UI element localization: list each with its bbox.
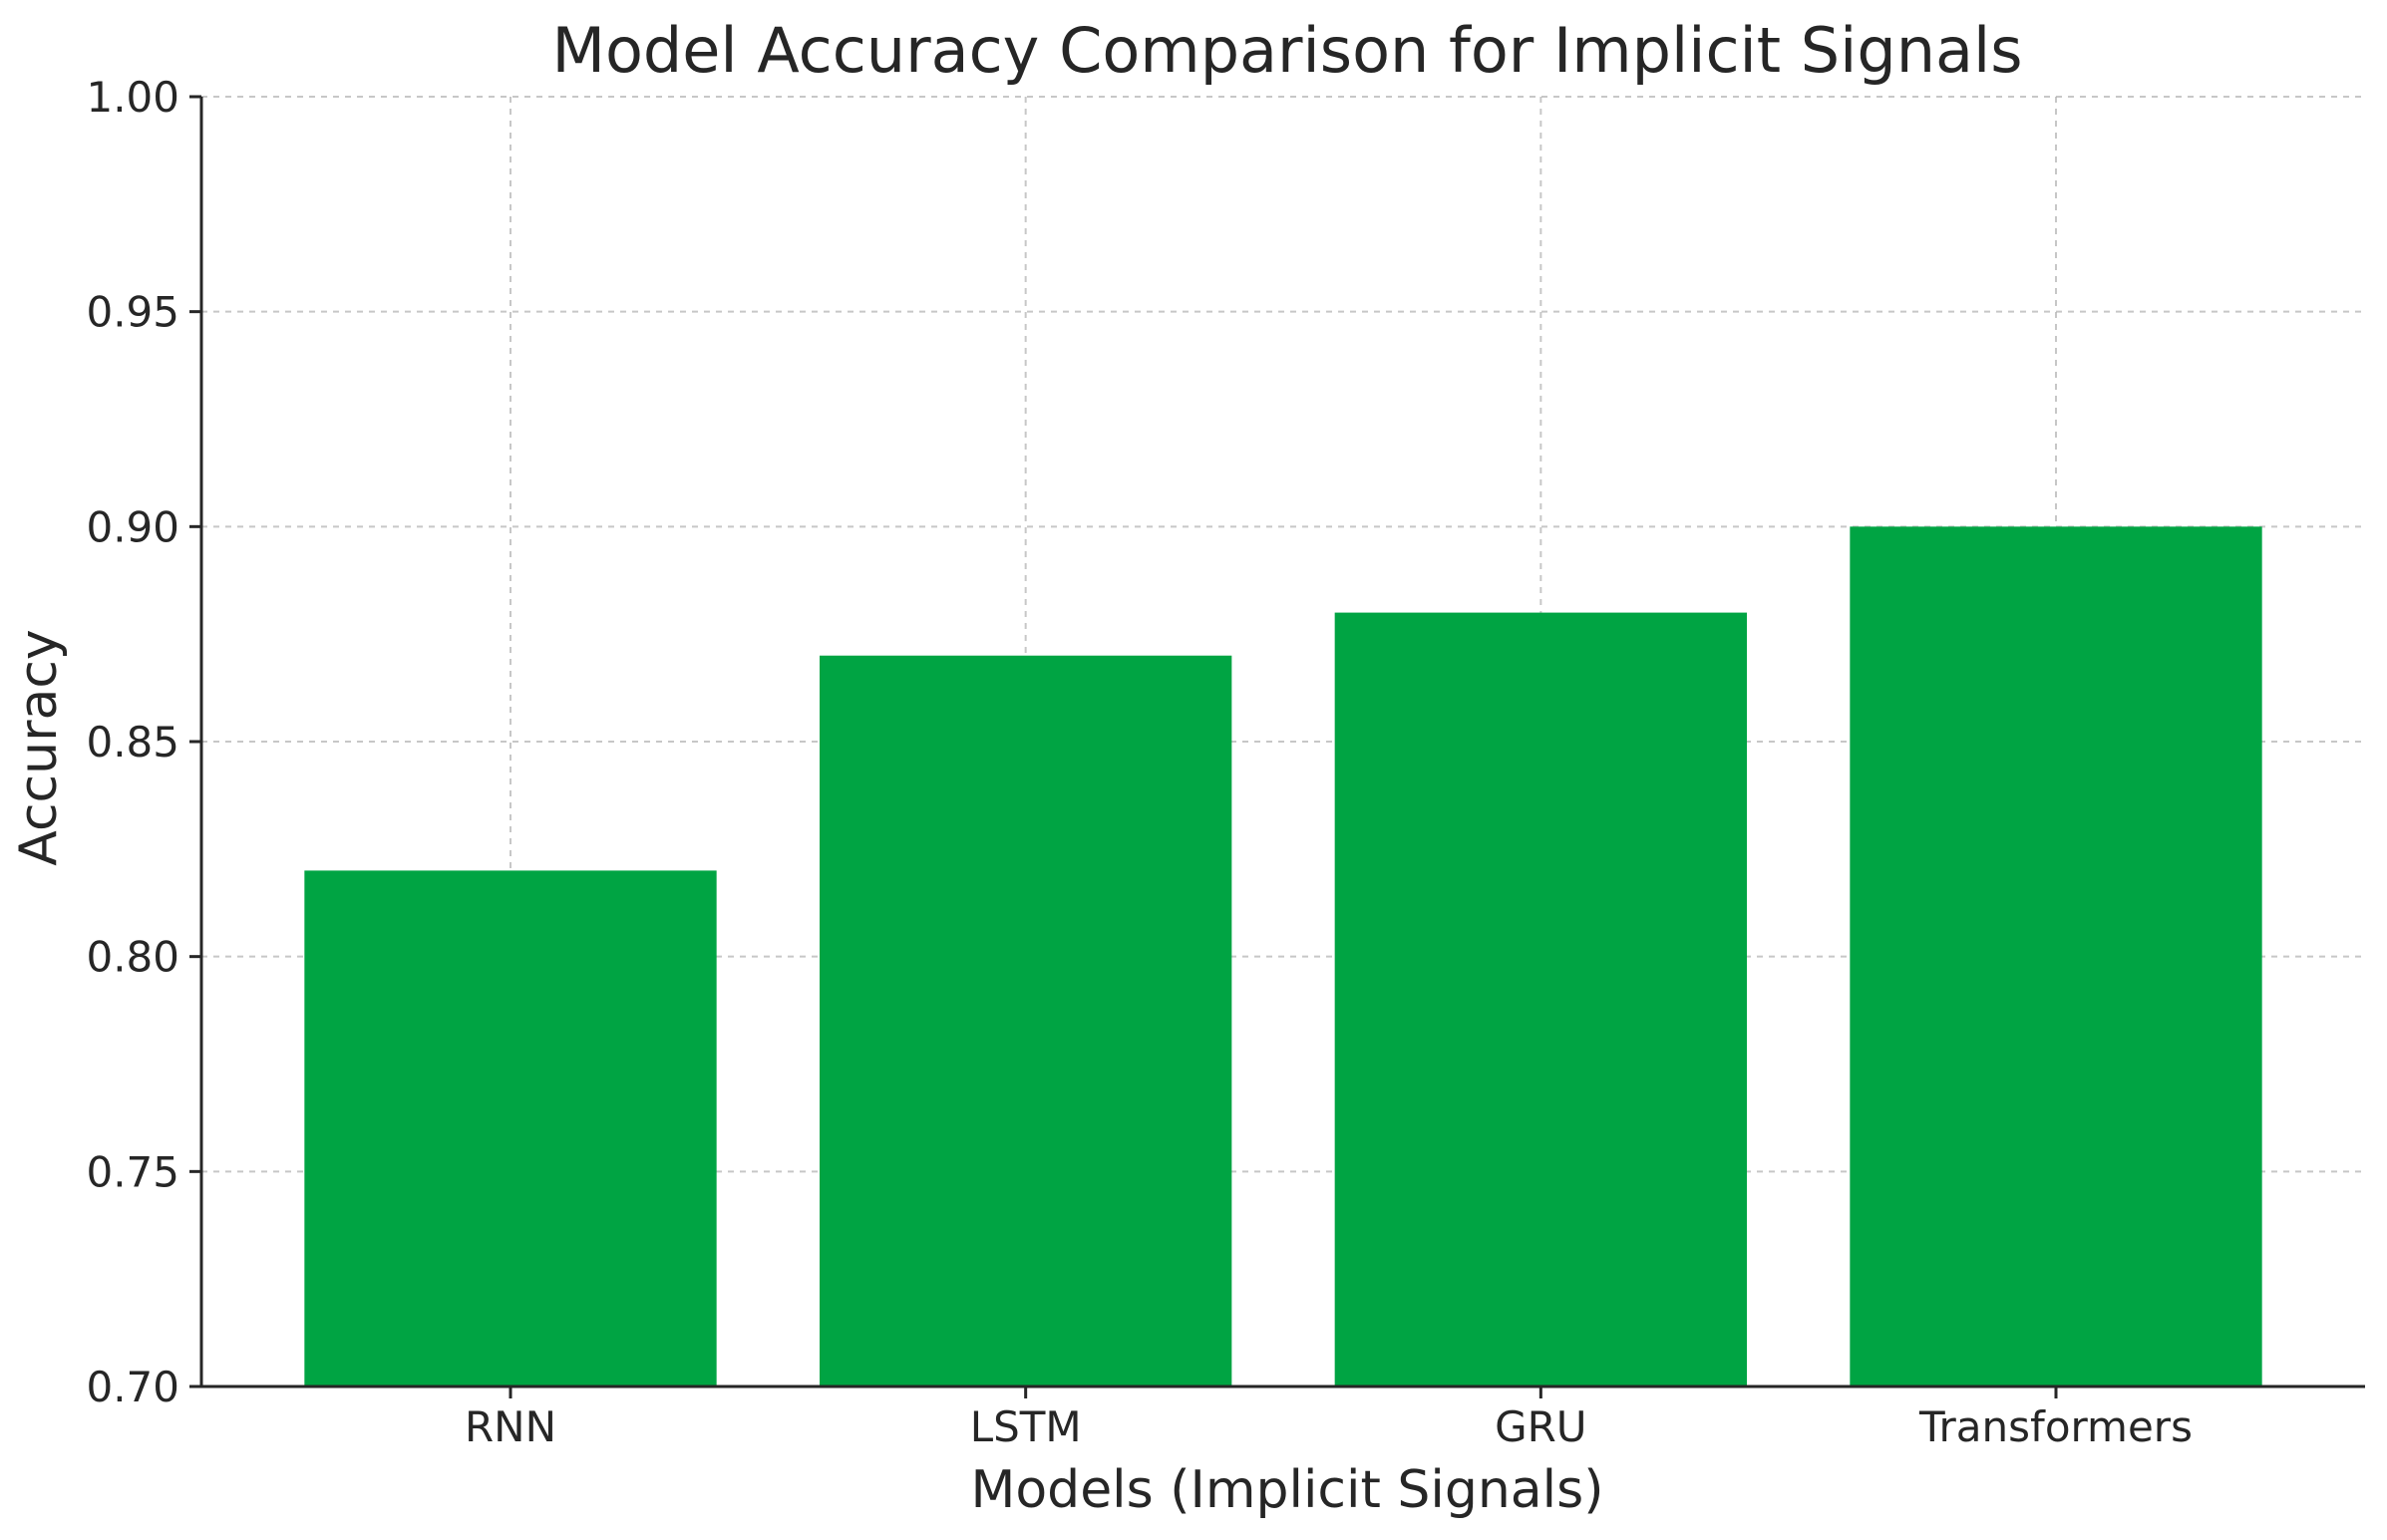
bars-layer <box>304 526 2262 1386</box>
x-tick-label: GRU <box>1495 1402 1586 1451</box>
chart-title: Model Accuracy Comparison for Implicit S… <box>551 14 2022 87</box>
y-tick-label: 0.90 <box>86 502 179 551</box>
y-axis-label: Accuracy <box>9 629 69 865</box>
x-tick-label: Transformers <box>1918 1402 2193 1451</box>
y-tick-label: 0.70 <box>86 1363 179 1411</box>
y-tick-label: 0.80 <box>86 933 179 982</box>
bar-rnn <box>304 870 717 1386</box>
y-tick-label: 1.00 <box>86 73 179 122</box>
y-tick-label: 0.85 <box>86 718 179 767</box>
y-tick-label: 0.95 <box>86 288 179 337</box>
x-tick-label: LSTM <box>970 1402 1082 1451</box>
ticks-layer: 0.70 0.75 0.80 0.85 0.90 0.95 1.00 RNN LSTM GRU Tr… <box>86 73 2192 1451</box>
x-axis-label: Models (Implicit Signals) <box>971 1460 1604 1520</box>
x-tick-label: RNN <box>465 1402 556 1451</box>
bar-transformers <box>1850 526 2262 1386</box>
bar-gru <box>1334 612 1747 1386</box>
bar-lstm <box>820 655 1232 1386</box>
y-tick-label: 0.75 <box>86 1147 179 1196</box>
